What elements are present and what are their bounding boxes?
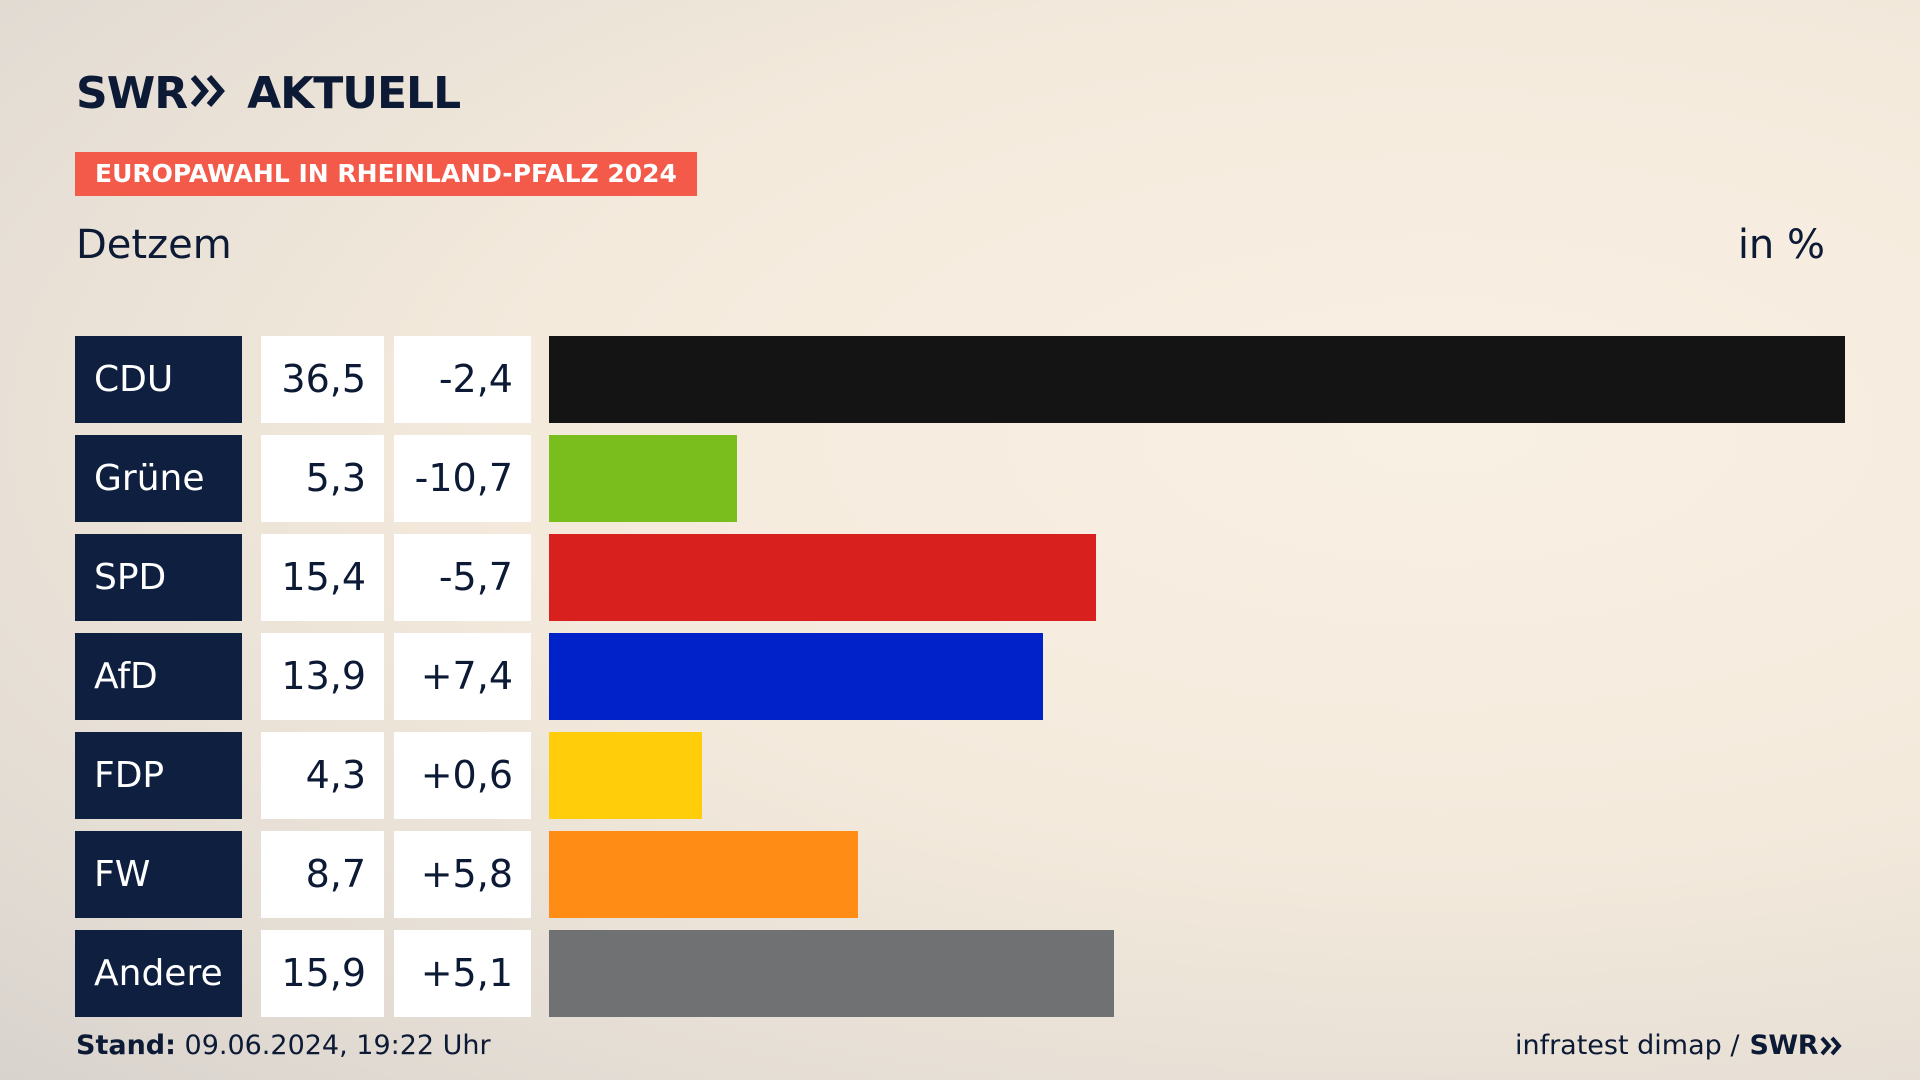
- change-value: +5,8: [394, 831, 531, 918]
- result-row: Grüne 5,3 -10,7: [75, 435, 1845, 522]
- stand-label: Stand:: [76, 1030, 176, 1061]
- vote-share-value: 13,9: [261, 633, 384, 720]
- party-label: Grüne: [75, 435, 242, 522]
- result-bar: [549, 534, 1096, 621]
- timestamp: Stand: 09.06.2024, 19:22 Uhr: [76, 1030, 491, 1061]
- chevron-double-right-icon: [1820, 1036, 1842, 1055]
- result-bar: [549, 831, 858, 918]
- party-label: Andere: [75, 930, 242, 1017]
- change-value: -5,7: [394, 534, 531, 621]
- source-credit: infratest dimap / SWR: [1515, 1030, 1844, 1061]
- change-value: -10,7: [394, 435, 531, 522]
- vote-share-value: 5,3: [261, 435, 384, 522]
- result-row: AfD 13,9 +7,4: [75, 633, 1845, 720]
- result-bar: [549, 930, 1114, 1017]
- chevron-double-right-icon: [190, 73, 229, 113]
- result-bar: [549, 633, 1043, 720]
- swr-aktuell-logo: SWR AKTUELL: [76, 66, 461, 120]
- unit-label: in %: [1737, 222, 1825, 268]
- result-row: FDP 4,3 +0,6: [75, 732, 1845, 819]
- party-label: CDU: [75, 336, 242, 423]
- change-value: +5,1: [394, 930, 531, 1017]
- result-bar: [549, 336, 1845, 423]
- result-bar: [549, 435, 737, 522]
- party-label: SPD: [75, 534, 242, 621]
- change-value: +0,6: [394, 732, 531, 819]
- footer-swr-text: SWR: [1749, 1030, 1818, 1061]
- change-value: +7,4: [394, 633, 531, 720]
- party-label: FW: [75, 831, 242, 918]
- source-label: infratest dimap /: [1514, 1030, 1740, 1061]
- vote-share-value: 4,3: [261, 732, 384, 819]
- vote-share-value: 8,7: [261, 831, 384, 918]
- result-row: CDU 36,5 -2,4: [75, 336, 1845, 423]
- municipality-title: Detzem: [76, 222, 232, 268]
- vote-share-value: 15,4: [261, 534, 384, 621]
- result-row: Andere 15,9 +5,1: [75, 930, 1845, 1017]
- stand-value: 09.06.2024, 19:22 Uhr: [184, 1030, 491, 1061]
- vote-share-value: 15,9: [261, 930, 384, 1017]
- vote-share-value: 36,5: [261, 336, 384, 423]
- change-value: -2,4: [394, 336, 531, 423]
- result-row: SPD 15,4 -5,7: [75, 534, 1845, 621]
- party-label: FDP: [75, 732, 242, 819]
- party-label: AfD: [75, 633, 242, 720]
- election-banner: EUROPAWAHL IN RHEINLAND-PFALZ 2024: [75, 152, 697, 196]
- logo-aktuell-text: AKTUELL: [247, 67, 461, 119]
- logo-swr-text: SWR: [76, 67, 188, 119]
- result-bar: [549, 732, 702, 819]
- result-row: FW 8,7 +5,8: [75, 831, 1845, 918]
